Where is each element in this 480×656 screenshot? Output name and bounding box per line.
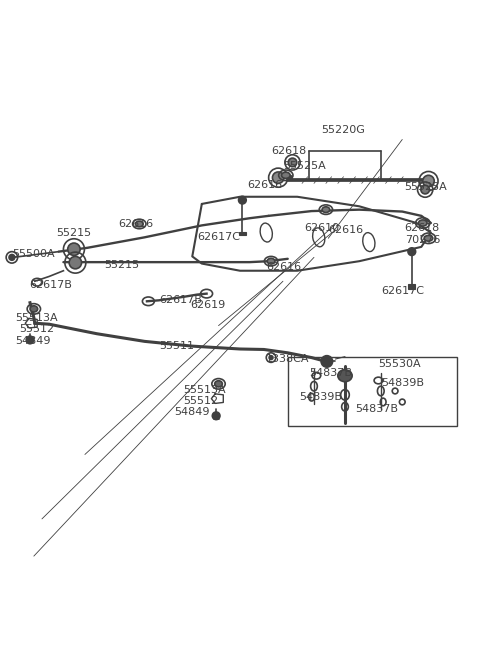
Text: 55215: 55215: [104, 260, 139, 270]
Text: 62617C: 62617C: [381, 286, 424, 296]
Text: 55500A: 55500A: [12, 249, 55, 259]
Text: 55512: 55512: [183, 396, 218, 405]
Ellipse shape: [281, 172, 290, 178]
Circle shape: [26, 336, 34, 344]
Text: 62616: 62616: [266, 262, 301, 272]
Circle shape: [212, 412, 220, 420]
Text: 54837B: 54837B: [309, 368, 352, 379]
Bar: [288, 357, 457, 426]
Text: 1338CA: 1338CA: [266, 354, 310, 364]
Ellipse shape: [338, 370, 352, 382]
Text: 55513A: 55513A: [183, 385, 225, 395]
Text: 55512: 55512: [20, 325, 55, 335]
Text: 54849: 54849: [174, 407, 210, 417]
Ellipse shape: [215, 380, 222, 387]
Text: 62617B: 62617B: [159, 295, 202, 305]
Circle shape: [273, 172, 284, 184]
Text: 54837B: 54837B: [356, 404, 398, 414]
Circle shape: [239, 196, 246, 204]
Text: 55525A: 55525A: [405, 182, 447, 192]
Text: 62619: 62619: [190, 300, 225, 310]
Text: 55215: 55215: [56, 228, 91, 237]
Text: 55511: 55511: [159, 341, 194, 351]
Text: 62617B: 62617B: [29, 280, 72, 290]
Text: 54839B: 54839B: [381, 378, 424, 388]
Circle shape: [269, 356, 273, 359]
Circle shape: [421, 185, 430, 194]
Text: 62616: 62616: [328, 225, 363, 235]
Ellipse shape: [30, 306, 37, 312]
Text: 70276: 70276: [405, 235, 440, 245]
Circle shape: [408, 248, 416, 255]
Text: 62618: 62618: [271, 146, 306, 156]
Circle shape: [69, 256, 82, 269]
Circle shape: [288, 175, 292, 180]
Text: 55530A: 55530A: [378, 359, 421, 369]
Ellipse shape: [322, 207, 330, 213]
Text: 55513A: 55513A: [15, 314, 58, 323]
Circle shape: [288, 158, 297, 167]
Text: 54849: 54849: [15, 336, 50, 346]
Text: 62616: 62616: [247, 180, 282, 190]
Text: 62617C: 62617C: [197, 232, 240, 242]
Text: 62616: 62616: [118, 219, 154, 229]
Circle shape: [9, 255, 15, 260]
Ellipse shape: [424, 236, 433, 241]
Text: 62618: 62618: [405, 223, 440, 233]
Ellipse shape: [419, 220, 427, 226]
Bar: [408, 284, 415, 289]
Text: 54839B: 54839B: [300, 392, 343, 402]
Circle shape: [423, 175, 434, 187]
Ellipse shape: [267, 258, 275, 264]
Bar: [239, 232, 246, 236]
Circle shape: [68, 243, 80, 255]
Text: 55525A: 55525A: [283, 161, 326, 171]
Circle shape: [321, 356, 333, 367]
Text: 55220G: 55220G: [321, 125, 365, 135]
Text: 62610: 62610: [304, 223, 339, 233]
Ellipse shape: [135, 221, 143, 227]
